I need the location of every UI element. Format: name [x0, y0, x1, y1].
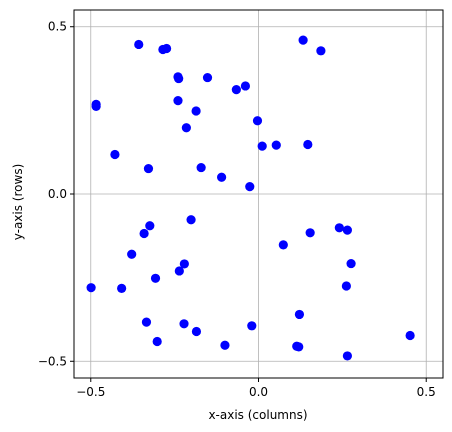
data-point-47: [294, 342, 304, 352]
x-axis-ticks: −0.5 0.0 0.5: [76, 378, 436, 399]
data-point-32: [179, 259, 189, 269]
data-point-40: [179, 319, 189, 329]
data-point-28: [334, 223, 344, 233]
data-point-36: [117, 283, 127, 293]
data-point-49: [405, 330, 415, 341]
data-point-16: [257, 141, 267, 151]
data-point-11: [240, 81, 251, 91]
data-point-35: [150, 273, 161, 283]
x-axis-label: x-axis (columns): [208, 408, 307, 422]
y-axis-label: y-axis (rows): [11, 164, 25, 241]
data-point-4: [316, 46, 326, 56]
data-point-27: [127, 249, 137, 259]
data-point-2: [161, 43, 172, 54]
data-point-13: [191, 106, 201, 116]
data-point-41: [191, 326, 202, 337]
data-point-43: [294, 309, 305, 320]
data-point-24: [186, 215, 196, 225]
data-point-26: [139, 228, 149, 239]
data-point-44: [152, 336, 162, 347]
grid-lines: [74, 10, 443, 378]
data-point-14: [181, 123, 191, 133]
data-point-29: [342, 225, 352, 235]
data-point-33: [174, 266, 184, 276]
data-point-25: [145, 221, 155, 231]
data-point-31: [278, 240, 288, 250]
x-tick-label-1: 0.0: [249, 385, 268, 399]
data-point-17: [271, 140, 281, 150]
data-point-18: [303, 139, 313, 150]
data-point-10: [231, 85, 241, 95]
x-tick-label-0: −0.5: [76, 385, 105, 399]
data-point-23: [245, 182, 255, 192]
data-point-22: [217, 172, 227, 182]
data-point-38: [341, 281, 351, 291]
data-point-39: [141, 317, 152, 327]
data-point-8: [174, 73, 184, 84]
data-point-21: [196, 162, 206, 173]
data-points: [86, 35, 415, 361]
data-point-12: [173, 96, 183, 106]
data-point-19: [110, 149, 120, 160]
data-point-6: [91, 101, 101, 111]
data-point-37: [86, 283, 96, 293]
data-point-42: [247, 321, 257, 331]
data-point-30: [305, 228, 315, 238]
data-point-48: [342, 351, 352, 361]
y-axis-ticks: −0.5 0.0 0.5: [38, 20, 74, 368]
data-point-15: [252, 116, 263, 126]
y-tick-label-2: 0.5: [48, 20, 67, 34]
data-point-3: [298, 35, 308, 45]
data-point-9: [202, 72, 213, 83]
y-tick-label-1: 0.0: [48, 187, 67, 201]
data-point-20: [143, 163, 154, 174]
data-point-45: [220, 340, 230, 350]
data-point-34: [346, 258, 356, 269]
x-tick-label-2: 0.5: [417, 385, 436, 399]
data-point-0: [134, 39, 144, 50]
y-tick-label-0: −0.5: [38, 354, 67, 368]
